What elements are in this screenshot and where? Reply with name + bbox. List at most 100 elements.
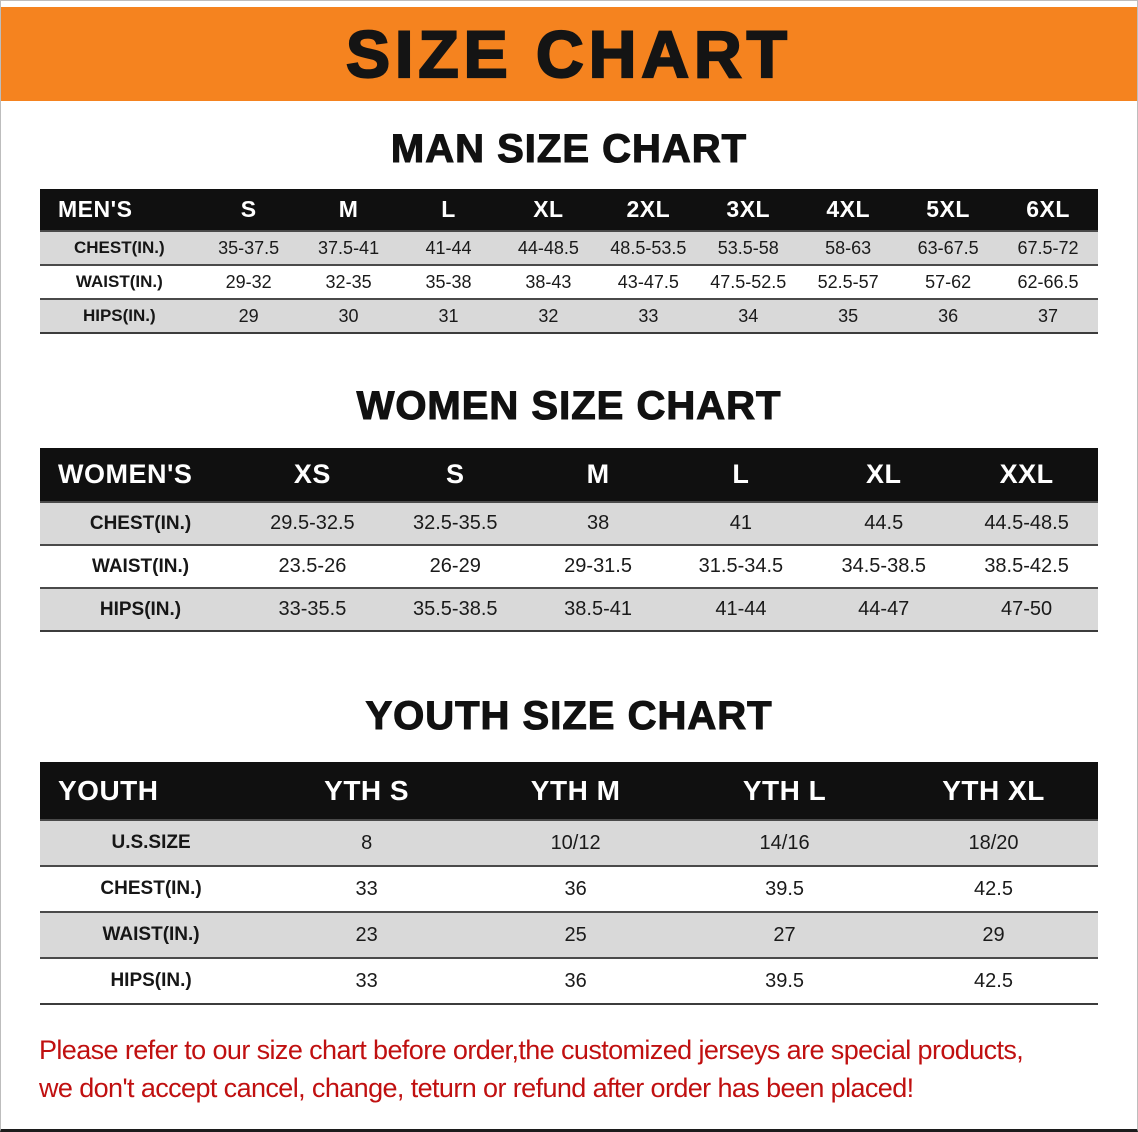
size-column-header: M (526, 448, 670, 502)
table-row: HIPS(IN.) 33-35.5 35.5-38.5 38.5-41 41-44 44-… (40, 587, 1098, 631)
measurement-value-cell: 27 (680, 911, 890, 958)
measurement-value-cell: 39.5 (680, 865, 890, 912)
measurement-value-cell: 33 (262, 957, 472, 1004)
measurement-value-cell: 29.5-32.5 (241, 501, 384, 545)
measurement-value-cell: 34 (698, 298, 799, 333)
measurement-value-cell: 47-50 (955, 587, 1098, 631)
measurement-value-cell: 37 (998, 298, 1098, 333)
size-column-header: S (383, 448, 527, 502)
row-label-cell: WAIST(IN.) (40, 911, 263, 958)
men-size-table: MEN'S S M L XL 2XL 3XL 4XL 5XL 6XL CHEST(IN.) 35-37… (40, 189, 1098, 334)
measurement-value-cell: 33 (262, 865, 472, 912)
size-column-header: 6XL (998, 189, 1098, 231)
disclaimer-line-2: we don't accept cancel, change, teturn o… (39, 1073, 914, 1104)
youth-size-table: YOUTH YTH S YTH M YTH L YTH XL U.S.SIZE 8 10/12… (40, 762, 1098, 1005)
measurement-value-cell: 38-43 (498, 264, 599, 299)
size-column-header: L (398, 189, 499, 231)
measurement-value-cell: 48.5-53.5 (598, 230, 699, 265)
row-label-cell: CHEST(IN.) (40, 865, 263, 912)
disclaimer: Please refer to our size chart before or… (1, 1031, 1137, 1108)
measurement-value-cell: 31.5-34.5 (669, 544, 813, 588)
row-label-cell: CHEST(IN.) (40, 501, 242, 545)
measurement-value-cell: 63-67.5 (898, 230, 999, 265)
measurement-value-cell: 36 (898, 298, 999, 333)
table-row: HIPS(IN.) 33 36 39.5 42.5 (40, 957, 1098, 1004)
size-column-header: XXL (955, 448, 1098, 502)
row-label-cell: CHEST(IN.) (40, 230, 199, 265)
measurement-value-cell: 62-66.5 (998, 264, 1098, 299)
measurement-value-cell: 18/20 (889, 819, 1098, 866)
table-row: CHEST(IN.) 33 36 39.5 42.5 (40, 865, 1098, 912)
size-column-header: YTH S (262, 762, 472, 820)
size-column-header: 2XL (598, 189, 699, 231)
row-label-cell: U.S.SIZE (40, 819, 263, 866)
women-size-section: WOMEN SIZE CHART WOMEN'S XS S M L XL XXL CHEST(… (1, 384, 1137, 632)
measurement-value-cell: 29-31.5 (526, 544, 670, 588)
row-label-cell: WAIST(IN.) (40, 544, 242, 588)
size-column-header: S (198, 189, 299, 231)
men-section-heading: MAN SIZE CHART (390, 127, 748, 171)
table-row: CHEST(IN.) 29.5-32.5 32.5-35.5 38 41 44.5 44.5… (40, 501, 1098, 545)
table-row: WAIST(IN.) 23 25 27 29 (40, 911, 1098, 958)
table-row: HIPS(IN.) 29 30 31 32 33 34 35 36 37 (40, 298, 1098, 333)
size-column-header: YTH M (471, 762, 681, 820)
table-row: U.S.SIZE 8 10/12 14/16 18/20 (40, 819, 1098, 866)
measurement-value-cell: 33-35.5 (241, 587, 384, 631)
measurement-value-cell: 58-63 (798, 230, 899, 265)
measurement-value-cell: 23.5-26 (241, 544, 384, 588)
measurement-value-cell: 35-38 (398, 264, 499, 299)
measurement-value-cell: 41 (669, 501, 813, 545)
size-column-header: YTH XL (889, 762, 1098, 820)
table-row: WAIST(IN.) 29-32 32-35 35-38 38-43 43-47.5 47.… (40, 264, 1098, 299)
size-column-header: XL (812, 448, 956, 502)
measurement-value-cell: 44.5-48.5 (955, 501, 1098, 545)
measurement-value-cell: 43-47.5 (598, 264, 699, 299)
measurement-value-cell: 31 (398, 298, 499, 333)
measurement-value-cell: 38 (526, 501, 670, 545)
measurement-value-cell: 41-44 (669, 587, 813, 631)
measurement-value-cell: 44.5 (812, 501, 956, 545)
size-column-header: XL (498, 189, 599, 231)
measurement-value-cell: 52.5-57 (798, 264, 899, 299)
measurement-value-cell: 47.5-52.5 (698, 264, 799, 299)
measurement-value-cell: 33 (598, 298, 699, 333)
measurement-value-cell: 8 (262, 819, 472, 866)
size-column-header: XS (241, 448, 384, 502)
page-title: SIZE CHART (345, 17, 792, 91)
measurement-value-cell: 32 (498, 298, 599, 333)
measurement-value-cell: 44-48.5 (498, 230, 599, 265)
measurement-value-cell: 67.5-72 (998, 230, 1098, 265)
measurement-value-cell: 42.5 (889, 865, 1098, 912)
table-row: CHEST(IN.) 35-37.5 37.5-41 41-44 44-48.5 48.5… (40, 230, 1098, 265)
measurement-value-cell: 36 (471, 865, 681, 912)
measurement-value-cell: 39.5 (680, 957, 890, 1004)
table-title-cell: MEN'S (40, 189, 199, 231)
measurement-value-cell: 41-44 (398, 230, 499, 265)
measurement-value-cell: 44-47 (812, 587, 956, 631)
table-title-cell: YOUTH (40, 762, 263, 820)
measurement-value-cell: 37.5-41 (298, 230, 399, 265)
row-label-cell: HIPS(IN.) (40, 587, 242, 631)
size-column-header: M (298, 189, 399, 231)
measurement-value-cell: 57-62 (898, 264, 999, 299)
measurement-value-cell: 42.5 (889, 957, 1098, 1004)
youth-section-heading: YOUTH SIZE CHART (365, 694, 773, 738)
table-title-cell: WOMEN'S (40, 448, 242, 502)
measurement-value-cell: 23 (262, 911, 472, 958)
table-header-row: WOMEN'S XS S M L XL XXL (40, 448, 1098, 502)
measurement-value-cell: 38.5-42.5 (955, 544, 1098, 588)
size-column-header: 5XL (898, 189, 999, 231)
women-size-table: WOMEN'S XS S M L XL XXL CHEST(IN.) 29.5-32.5 32.5… (40, 448, 1098, 632)
row-label-cell: HIPS(IN.) (40, 298, 199, 333)
table-header-row: YOUTH YTH S YTH M YTH L YTH XL (40, 762, 1098, 820)
measurement-value-cell: 38.5-41 (526, 587, 670, 631)
measurement-value-cell: 14/16 (680, 819, 890, 866)
measurement-value-cell: 36 (471, 957, 681, 1004)
measurement-value-cell: 25 (471, 911, 681, 958)
banner: SIZE CHART (1, 7, 1137, 101)
women-section-heading: WOMEN SIZE CHART (356, 384, 782, 428)
measurement-value-cell: 32.5-35.5 (383, 501, 527, 545)
measurement-value-cell: 10/12 (471, 819, 681, 866)
measurement-value-cell: 32-35 (298, 264, 399, 299)
